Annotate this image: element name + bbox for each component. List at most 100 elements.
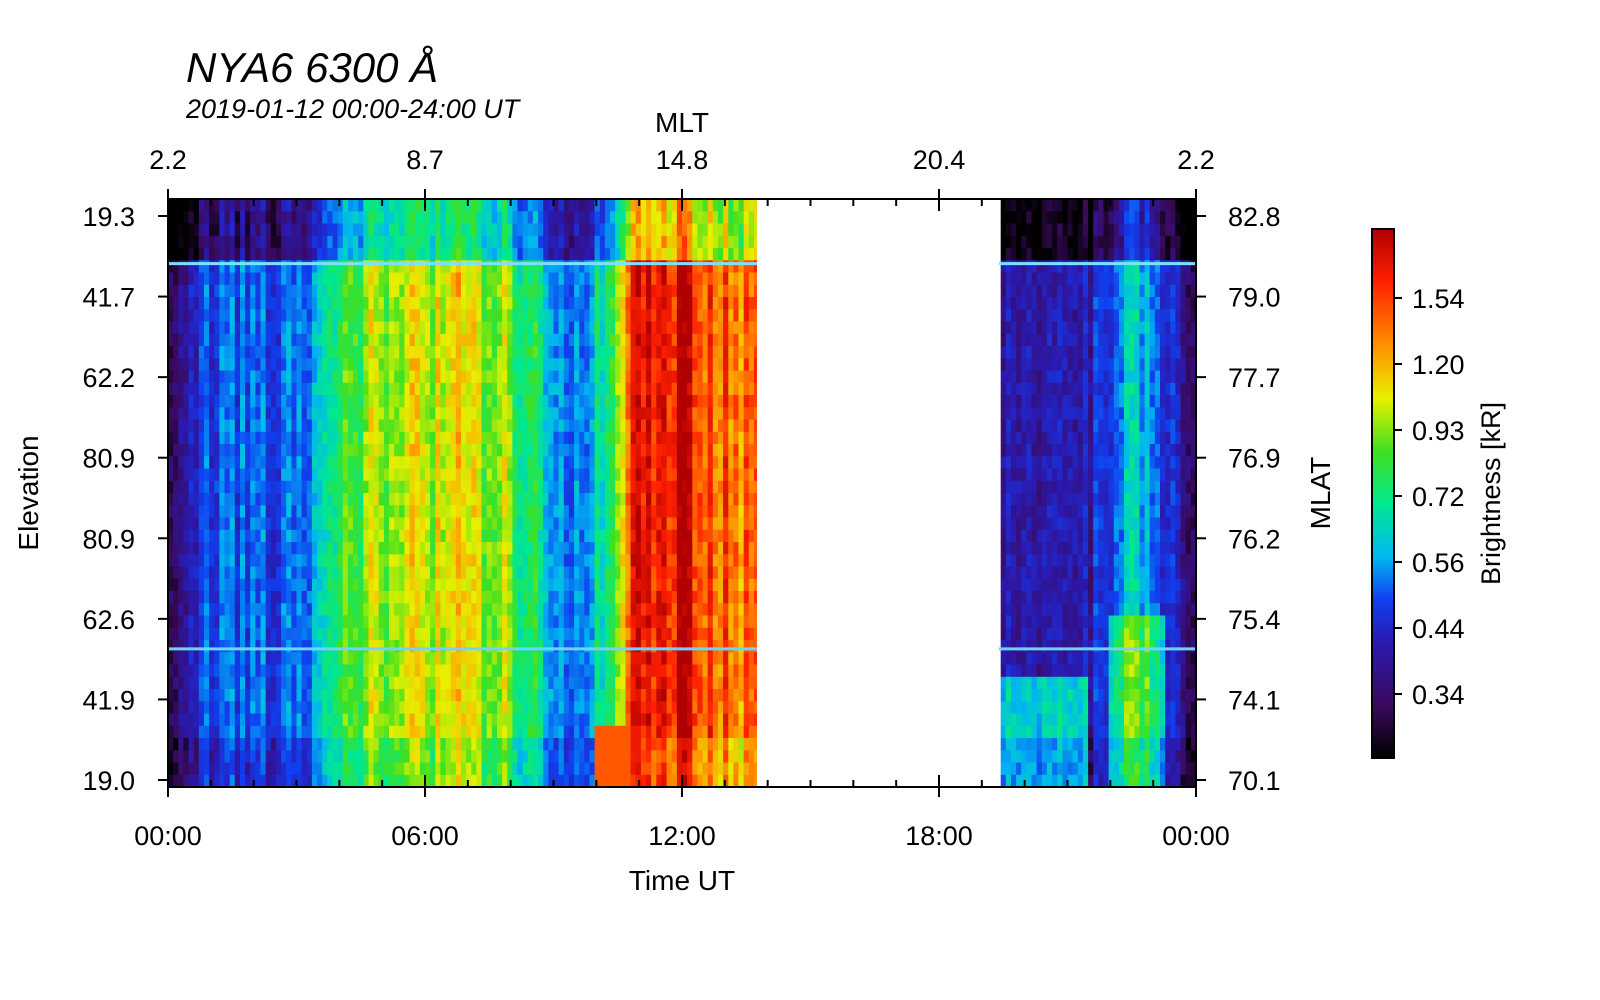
heatmap-cell [327, 529, 333, 543]
heatmap-cell [502, 284, 508, 298]
heatmap-cell [450, 395, 457, 408]
heatmap-cell [646, 333, 652, 347]
heatmap-cell [389, 297, 395, 310]
heatmap-cell [301, 713, 308, 727]
heatmap-cell [275, 701, 282, 715]
heatmap-cell [682, 529, 688, 543]
heatmap-cell [260, 346, 267, 359]
heatmap-cell [527, 738, 534, 751]
heatmap-cell [399, 676, 405, 690]
heatmap-cell [209, 517, 215, 531]
heatmap-cell [229, 333, 236, 347]
heatmap-cell [399, 333, 405, 347]
heatmap-cell [353, 199, 359, 212]
heatmap-cell [173, 223, 179, 237]
heatmap-cell [532, 517, 539, 531]
heatmap-cell [574, 493, 580, 506]
heatmap-cell [532, 419, 539, 433]
heatmap-cell [224, 713, 231, 727]
heatmap-cell [548, 272, 555, 286]
heatmap-cell [234, 615, 241, 629]
heatmap-cell [270, 395, 277, 408]
heatmap-cell [373, 615, 380, 629]
heatmap-cell [697, 640, 704, 653]
heatmap-cell [445, 664, 452, 678]
heatmap-cell [445, 493, 452, 506]
heatmap-cell [481, 321, 488, 335]
heatmap-cell [512, 750, 519, 764]
heatmap-cell [697, 578, 704, 592]
heatmap-cell [414, 211, 421, 225]
heatmap-cell [347, 774, 354, 788]
heatmap-cell [594, 321, 601, 335]
heatmap-cell [692, 774, 698, 788]
heatmap-cell [671, 615, 678, 629]
heatmap-cell [486, 566, 493, 580]
heatmap-cell [574, 199, 580, 212]
heatmap-cell [440, 701, 447, 715]
heatmap-cell [198, 211, 205, 225]
heatmap-cell [430, 566, 436, 580]
heatmap-cell [286, 260, 292, 274]
heatmap-cell [245, 419, 251, 433]
heatmap-cell [322, 346, 328, 359]
heatmap-cell [353, 370, 359, 384]
heatmap-cell [538, 333, 544, 347]
heatmap-cell [204, 603, 210, 617]
heatmap-cell [630, 223, 637, 237]
heatmap-cell [409, 725, 416, 739]
heatmap-cell [584, 480, 590, 494]
heatmap-cell [517, 713, 524, 727]
heatmap-cell [558, 297, 565, 310]
heatmap-cell [425, 272, 431, 286]
heatmap-cell [291, 566, 298, 580]
heatmap-cell [548, 676, 555, 690]
heatmap-cell [347, 640, 354, 653]
heatmap-cell [692, 689, 698, 702]
heatmap-cell [543, 395, 549, 408]
heatmap-cell [311, 248, 318, 261]
heatmap-cell [563, 370, 570, 384]
heatmap-cell [502, 358, 508, 372]
heatmap-cell [502, 664, 508, 678]
heatmap-cell [275, 676, 282, 690]
heatmap-cell [589, 382, 596, 396]
heatmap-cell [229, 456, 236, 470]
heatmap-cell [250, 346, 256, 359]
heatmap-cell [543, 260, 549, 274]
heatmap-cell [687, 297, 693, 310]
heatmap-cell [440, 321, 447, 335]
heatmap-cell [563, 664, 570, 678]
heatmap-cell [214, 493, 220, 506]
heatmap-cell [419, 713, 426, 727]
heatmap-cell [296, 456, 303, 470]
heatmap-cell [507, 554, 513, 568]
heatmap-cell [332, 615, 339, 629]
heatmap-cell [419, 223, 426, 237]
heatmap-cell [491, 578, 498, 592]
heatmap-cell [630, 603, 637, 617]
heatmap-cell [450, 321, 457, 335]
heatmap-cell [630, 199, 637, 212]
heatmap-cell [378, 640, 385, 653]
heatmap-cell [430, 750, 436, 764]
heatmap-cell [599, 456, 606, 470]
heatmap-cell [548, 333, 555, 347]
heatmap-cell [491, 774, 498, 788]
heatmap-cell [497, 211, 503, 225]
heatmap-cell [584, 578, 590, 592]
heatmap-cell [445, 444, 452, 457]
heatmap-cell [337, 505, 344, 519]
heatmap-cell [538, 640, 544, 653]
heatmap-cell [347, 456, 354, 470]
heatmap-cell [399, 468, 405, 482]
heatmap-cell [255, 248, 262, 261]
heatmap-cell [296, 431, 303, 445]
heatmap-cell [173, 321, 179, 335]
heatmap-cell [486, 358, 493, 372]
heatmap-cell [173, 627, 179, 641]
heatmap-cell [342, 627, 349, 641]
heatmap-cell [204, 480, 210, 494]
heatmap-cell [568, 738, 575, 751]
